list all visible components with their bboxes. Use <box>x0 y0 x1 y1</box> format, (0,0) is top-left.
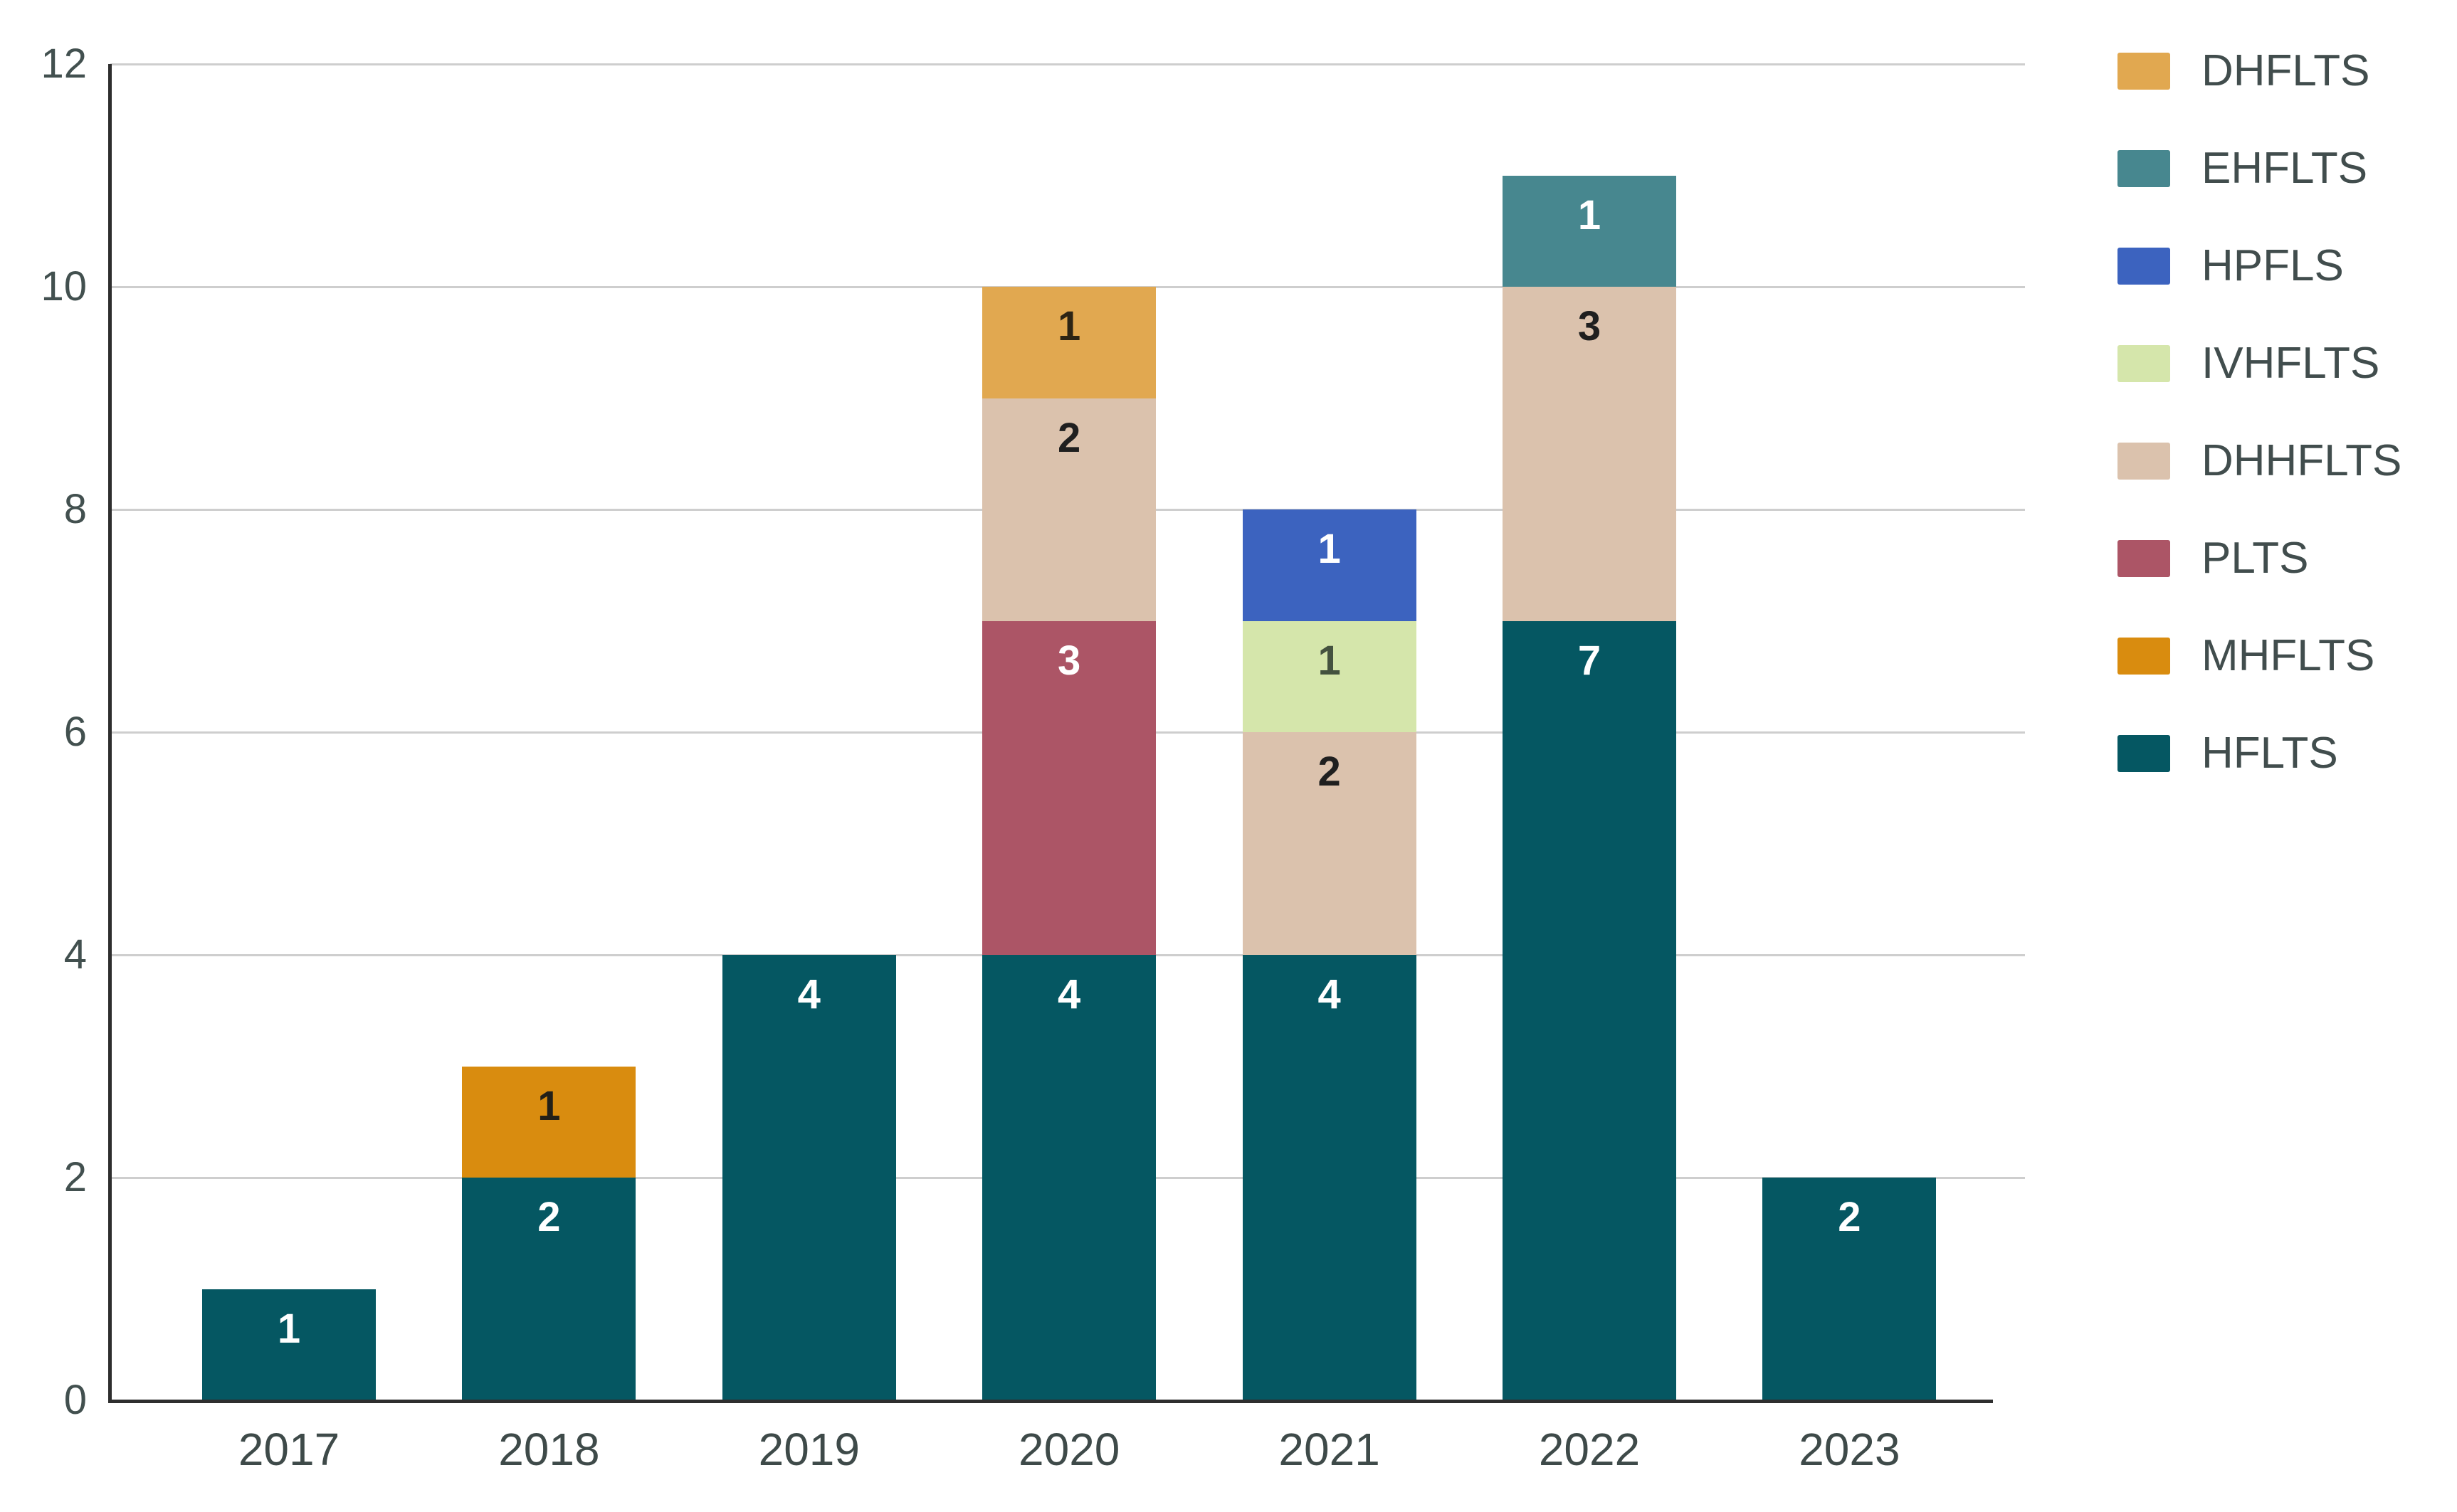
bar-value-label: 3 <box>1058 637 1081 684</box>
legend-swatch-dhhflts <box>2117 443 2170 480</box>
legend-label: PLTS <box>2201 534 2309 583</box>
y-axis-tick-label: 0 <box>63 1377 87 1423</box>
legend-label: DHFLTS <box>2201 46 2370 95</box>
bar-value-label: 2 <box>1317 749 1341 795</box>
legend-item-hflts: HFLTS <box>2117 730 2338 777</box>
legend-label: EHFLTS <box>2201 144 2368 193</box>
gridline-y12 <box>110 63 2025 65</box>
bar-segment-2022-ehflts: 1 <box>1503 175 1676 287</box>
bar-value-label: 4 <box>797 971 821 1017</box>
bar-value-label: 2 <box>1058 414 1081 461</box>
legend-item-dhhflts: DHHFLTS <box>2117 438 2401 485</box>
bar-value-label: 1 <box>537 1082 561 1129</box>
y-axis-tick-label: 4 <box>63 931 87 978</box>
bar-segment-2020-hflts: 4 <box>982 955 1157 1400</box>
bar-segment-2020-plts: 3 <box>982 620 1157 955</box>
legend-label: HFLTS <box>2201 729 2338 778</box>
bar-value-label: 1 <box>1058 303 1081 349</box>
y-axis-tick-label: 12 <box>41 41 87 87</box>
legend-item-ivhflts: IVHFLTS <box>2117 340 2379 387</box>
bar-segment-2021-hpfls: 1 <box>1242 509 1416 621</box>
x-axis-tick-label: 2023 <box>1799 1424 1900 1475</box>
bar-segment-2018-hflts: 2 <box>462 1178 636 1400</box>
legend-label: DHHFLTS <box>2201 436 2402 485</box>
legend-swatch-ehflts <box>2117 150 2170 187</box>
y-axis-tick-label: 2 <box>63 1154 87 1200</box>
bar-value-label: 1 <box>1317 526 1341 572</box>
bar-segment-2021-dhhflts: 2 <box>1242 732 1416 955</box>
legend-swatch-hpfls <box>2117 248 2170 285</box>
bar-segment-2020-dhhflts: 2 <box>982 398 1157 621</box>
y-axis-tick-label: 10 <box>41 263 87 310</box>
x-axis-tick-label: 2018 <box>498 1424 600 1475</box>
bar-value-label: 7 <box>1577 637 1601 684</box>
legend-item-hpfls: HPFLS <box>2117 243 2344 290</box>
legend-item-dhflts: DHFLTS <box>2117 48 2370 95</box>
legend-item-plts: PLTS <box>2117 535 2308 582</box>
legend-swatch-ivhflts <box>2117 345 2170 382</box>
x-axis-tick-label: 2022 <box>1538 1424 1641 1475</box>
bar-segment-2023-hflts: 2 <box>1762 1178 1937 1400</box>
bar-value-label: 2 <box>537 1194 561 1240</box>
y-axis-tick-label: 8 <box>63 486 87 532</box>
legend-item-mhflts: MHFLTS <box>2117 633 2374 680</box>
bar-segment-2017-hflts: 1 <box>202 1289 376 1400</box>
bar-value-label: 1 <box>1317 637 1341 684</box>
legend-swatch-hflts <box>2117 735 2170 772</box>
bar-value-label: 4 <box>1317 971 1341 1017</box>
bar-segment-2019-hflts: 4 <box>722 955 896 1400</box>
bar-segment-2021-ivhflts: 1 <box>1242 620 1416 732</box>
legend-label: HPFLS <box>2201 241 2344 290</box>
legend-item-ehflts: EHFLTS <box>2117 145 2367 192</box>
bar-segment-2020-dhflts: 1 <box>982 287 1157 398</box>
bar-value-label: 1 <box>277 1305 301 1352</box>
bar-value-label: 1 <box>1577 191 1601 238</box>
bar-value-label: 2 <box>1838 1194 1861 1240</box>
bar-value-label: 3 <box>1577 303 1601 349</box>
y-axis-line <box>108 64 112 1403</box>
legend-swatch-mhflts <box>2117 638 2170 675</box>
y-axis-tick-label: 6 <box>63 709 87 755</box>
legend-label: MHFLTS <box>2201 631 2375 680</box>
bar-segment-2022-hflts: 7 <box>1503 620 1676 1400</box>
x-axis-line <box>108 1400 1993 1403</box>
legend-label: IVHFLTS <box>2201 339 2380 388</box>
legend-swatch-dhflts <box>2117 53 2170 90</box>
bar-segment-2021-hflts: 4 <box>1242 955 1416 1400</box>
x-axis-tick-label: 2020 <box>1019 1424 1120 1475</box>
x-axis-tick-label: 2021 <box>1278 1424 1380 1475</box>
x-axis-tick-label: 2019 <box>758 1424 860 1475</box>
bar-segment-2018-mhflts: 1 <box>462 1066 636 1178</box>
x-axis-tick-label: 2017 <box>238 1424 340 1475</box>
legend-swatch-plts <box>2117 540 2170 577</box>
bar-value-label: 4 <box>1058 971 1081 1017</box>
bar-segment-2022-dhhflts: 3 <box>1503 287 1676 621</box>
